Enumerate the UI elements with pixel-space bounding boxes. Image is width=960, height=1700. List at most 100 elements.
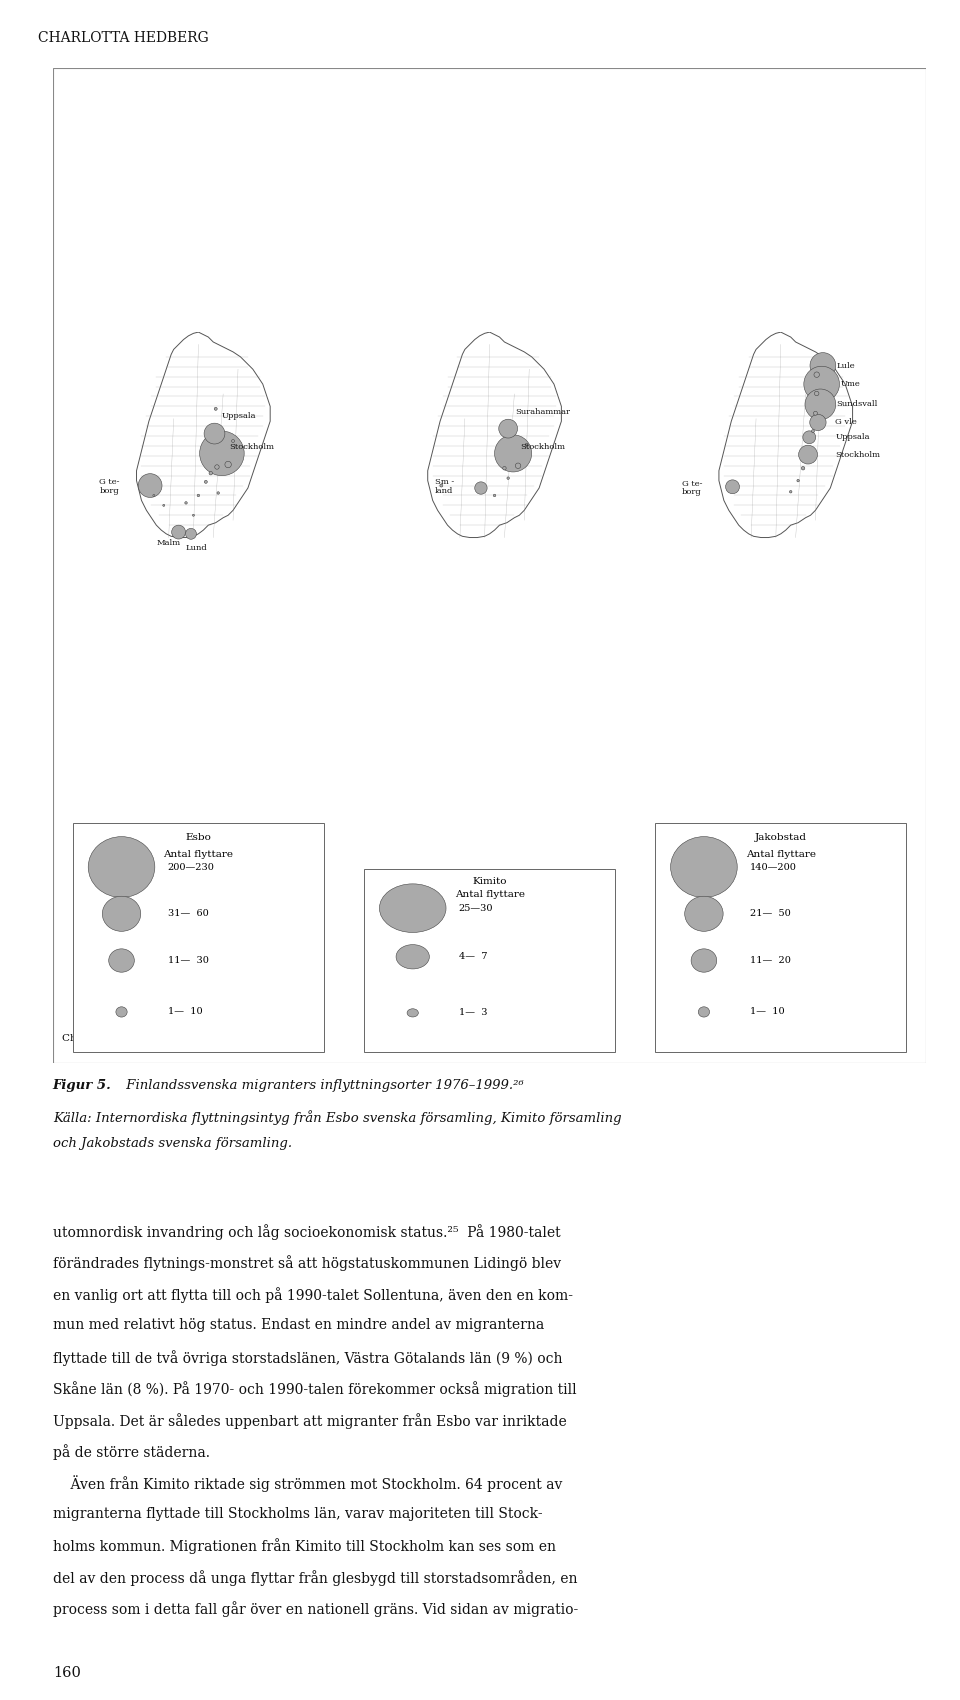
Circle shape [192,515,195,517]
Circle shape [88,836,155,898]
Circle shape [814,372,820,377]
Circle shape [379,884,446,933]
Circle shape [407,1008,419,1017]
Text: CHARLOTTA HEDBERG: CHARLOTTA HEDBERG [38,32,209,46]
Text: G vle: G vle [835,418,857,427]
Circle shape [499,420,517,439]
Circle shape [204,481,207,483]
Text: G te-
borg: G te- borg [682,479,703,496]
Circle shape [103,896,141,932]
Circle shape [805,389,836,420]
Text: Finlandssvenska migranters inflyttningsorter 1976–1999.²⁶: Finlandssvenska migranters inflyttningso… [122,1080,524,1093]
Circle shape [163,505,165,507]
Circle shape [804,366,839,401]
Polygon shape [719,332,852,537]
Circle shape [799,445,817,464]
Circle shape [200,432,244,476]
Circle shape [440,484,443,486]
Text: Figur 5.: Figur 5. [53,1080,111,1093]
Circle shape [810,352,836,379]
Text: Antal flyttare: Antal flyttare [163,850,233,858]
Circle shape [225,461,231,468]
Circle shape [814,391,819,396]
Text: förändrades flytnings­monstret så att högstatuskommunen Lidingö blev: förändrades flytnings­monstret så att hö… [53,1255,561,1272]
Text: Lund: Lund [186,544,207,552]
Circle shape [691,949,717,972]
Text: holms kommun. Migrationen från Kimito till Stockholm kan ses som en: holms kommun. Migrationen från Kimito ti… [53,1538,556,1554]
Text: Sm -
land: Sm - land [435,478,454,495]
Circle shape [507,478,510,479]
Circle shape [684,896,723,932]
FancyBboxPatch shape [364,869,615,1052]
Text: 25—30: 25—30 [459,904,493,913]
Circle shape [184,502,187,505]
Text: migranterna flyttade till Stockholms län, varav majoriteten till Stock-: migranterna flyttade till Stockholms län… [53,1506,542,1522]
Circle shape [503,466,506,469]
Text: Stockholm: Stockholm [229,444,275,450]
Circle shape [698,1006,709,1017]
Text: Uppsala: Uppsala [222,411,256,420]
Text: Uppsala. Det är således uppenbart att migranter från Esbo var inriktade: Uppsala. Det är således uppenbart att mi… [53,1413,566,1428]
Text: och Jakobstads svenska församling.: och Jakobstads svenska församling. [53,1137,292,1151]
Circle shape [138,474,162,498]
Text: 1—  10: 1— 10 [168,1008,203,1017]
Text: 200—230: 200—230 [168,862,214,872]
Text: 31—  60: 31— 60 [168,910,208,918]
Text: Ume: Ume [841,381,860,388]
Text: på de större städerna.: på de större städerna. [53,1443,210,1460]
Text: 4—  7: 4— 7 [459,952,488,960]
Circle shape [116,1006,127,1017]
Text: Stockholm: Stockholm [520,444,565,450]
Circle shape [803,430,816,444]
Circle shape [516,462,520,469]
Circle shape [475,481,487,495]
Text: utomnordisk invandring och låg socioekonomisk status.²⁵  På 1980-talet: utomnordisk invandring och låg socioekon… [53,1224,561,1239]
Text: Jakobstad: Jakobstad [755,833,806,842]
Circle shape [231,440,234,442]
Circle shape [204,423,225,444]
Circle shape [809,415,827,430]
Circle shape [726,479,739,493]
Polygon shape [136,332,270,537]
Text: flyttade till de två övriga storstadslänen, Västra Götalands län (9 %) och: flyttade till de två övriga storstadslän… [53,1350,563,1365]
Text: Sundsvall: Sundsvall [837,401,878,408]
Text: Stockholm: Stockholm [835,450,880,459]
Circle shape [797,479,800,481]
Text: Antal flyttare: Antal flyttare [455,891,524,899]
Text: Malm: Malm [156,539,180,547]
Circle shape [494,435,532,473]
Circle shape [813,411,817,415]
Text: 1—  10: 1— 10 [750,1008,784,1017]
Text: 140—200: 140—200 [750,862,797,872]
Circle shape [396,945,429,969]
Text: 11—  30: 11— 30 [168,955,208,966]
Circle shape [209,471,212,474]
Text: process som i detta fall går över en nationell gräns. Vid sidan av migratio-: process som i detta fall går över en nat… [53,1601,578,1617]
Text: Skåne län (8 %). På 1970- och 1990-talen förekommer också migration till: Skåne län (8 %). På 1970- och 1990-talen… [53,1380,576,1397]
Circle shape [153,495,155,496]
Text: Lule: Lule [836,362,855,369]
Circle shape [185,529,197,539]
Text: 11—  20: 11— 20 [750,955,791,966]
Text: del av den process då unga flyttar från glesbygd till storstadsområden, en: del av den process då unga flyttar från … [53,1571,577,1586]
Circle shape [493,495,495,496]
Circle shape [172,525,185,539]
FancyBboxPatch shape [73,823,324,1052]
Circle shape [671,836,737,898]
Text: Charlotta Hedberg 2003: Charlotta Hedberg 2003 [61,1034,191,1042]
Circle shape [215,464,219,469]
Circle shape [214,408,217,410]
Circle shape [217,491,220,495]
Text: Esbo: Esbo [185,833,211,842]
Text: Även från Kimito riktade sig strömmen mot Stockholm. 64 procent av: Även från Kimito riktade sig strömmen mo… [53,1476,563,1493]
Circle shape [525,444,528,445]
Text: Surahammar: Surahammar [516,408,570,416]
Polygon shape [428,332,562,537]
Circle shape [197,495,200,496]
Text: 1—  3: 1— 3 [459,1008,488,1017]
Circle shape [108,949,134,972]
Text: Källa: Internordiska flyttningsintyg från Esbo svenska församling, Kimito försam: Källa: Internordiska flyttningsintyg frå… [53,1110,621,1125]
Circle shape [789,491,792,493]
Text: G te-
borg: G te- borg [100,478,120,495]
Circle shape [802,466,804,469]
